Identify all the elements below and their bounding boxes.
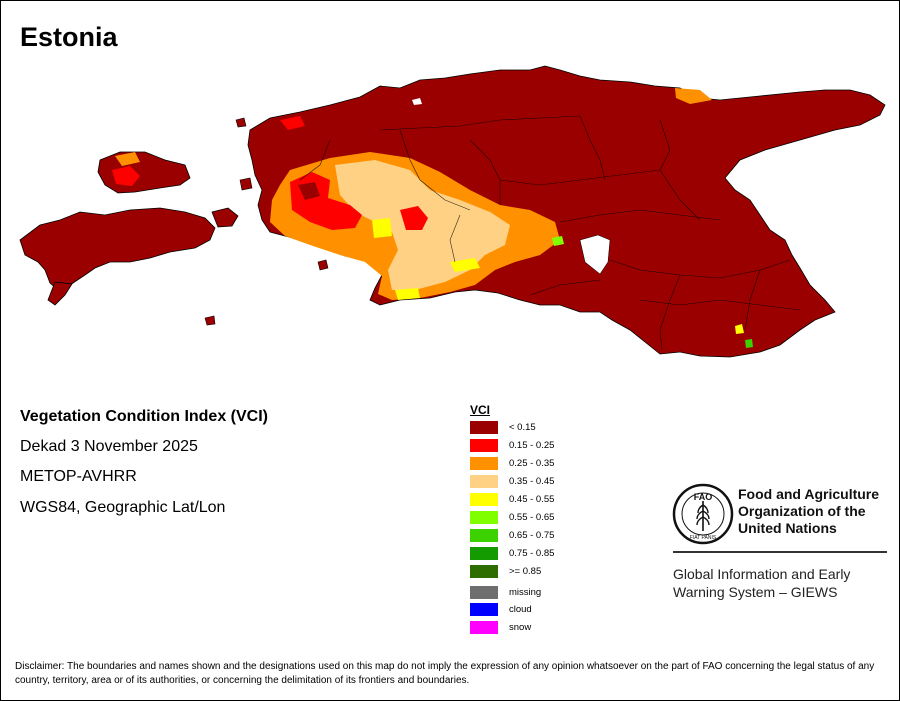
- county-boundaries: [299, 115, 801, 351]
- vci-zone-orange: [510, 236, 548, 258]
- period-label: Dekad 3 November 2025: [20, 438, 198, 455]
- legend-swatch: [470, 457, 498, 470]
- vci-zone-red: [280, 116, 305, 130]
- legend-title: VCI: [470, 403, 491, 417]
- legend-label: snow: [509, 622, 532, 633]
- giews-line: Warning System – GIEWS: [673, 584, 838, 600]
- legend-swatch: [470, 511, 498, 524]
- projection-label: WGS84, Geographic Lat/Lon: [20, 499, 226, 516]
- vci-zone-orange: [115, 152, 140, 166]
- legend-swatch: [470, 439, 498, 452]
- sorve-peninsula: [47, 281, 73, 306]
- legend-swatch: [470, 603, 498, 616]
- legend-label: 0.15 - 0.25: [509, 440, 555, 451]
- legend-label: missing: [509, 587, 542, 598]
- fao-name: Food and Agriculture Organization of the…: [738, 486, 879, 537]
- vci-zone-orange: [675, 88, 712, 104]
- logo-motto-text: FIAT PANIS: [690, 535, 717, 541]
- legend-label: >= 0.85: [509, 566, 542, 577]
- legend-label: 0.45 - 0.55: [509, 494, 555, 505]
- island-hiiumaa: [97, 151, 191, 194]
- legend-label: cloud: [509, 604, 532, 615]
- legend-label: 0.75 - 0.85: [509, 548, 555, 559]
- vci-zone-yellow: [735, 324, 744, 334]
- legend-swatch: [470, 621, 498, 634]
- sensor-label: METOP-AVHRR: [20, 468, 137, 485]
- island-muhu: [211, 207, 239, 228]
- vci-zone-dark: [298, 182, 320, 200]
- island-small: [204, 315, 216, 326]
- vci-zone-green: [552, 236, 564, 246]
- legend-label: 0.35 - 0.45: [509, 476, 555, 487]
- fao-logo-icon: FAO FIAT PANIS: [672, 483, 734, 545]
- vci-zone-red: [400, 206, 428, 230]
- fao-name-line: United Nations: [738, 520, 837, 536]
- island-kihnu: [317, 259, 329, 271]
- giews-line: Global Information and Early: [673, 566, 851, 582]
- legend-swatch: [470, 475, 498, 488]
- vci-zone-yellow: [395, 288, 420, 300]
- legend-label: 0.25 - 0.35: [509, 458, 555, 469]
- logo-fao-text: FAO: [694, 492, 713, 502]
- divider: [673, 551, 887, 553]
- island-small: [235, 117, 247, 128]
- white-patch: [412, 98, 422, 105]
- vci-zone-yellow: [372, 218, 392, 238]
- missing-data-area: [579, 234, 611, 275]
- island-small: [239, 177, 253, 191]
- vci-map: [19, 65, 886, 358]
- island-saaremaa: [19, 207, 216, 291]
- legend-swatch: [470, 529, 498, 542]
- vci-zone-yellow: [450, 258, 480, 272]
- legend-swatch: [470, 493, 498, 506]
- legend-swatch: [470, 565, 498, 578]
- fao-name-line: Organization of the: [738, 503, 866, 519]
- legend-swatch: [470, 547, 498, 560]
- fao-name-line: Food and Agriculture: [738, 486, 880, 502]
- legend-label: 0.55 - 0.65: [509, 512, 555, 523]
- legend-label: < 0.15: [509, 422, 536, 433]
- disclaimer: Disclaimer: The boundaries and names sho…: [15, 661, 875, 686]
- legend-swatch: [470, 586, 498, 599]
- map-title: Estonia: [20, 22, 118, 52]
- index-name: Vegetation Condition Index (VCI): [20, 408, 268, 425]
- giews-label: Global Information and Early Warning Sys…: [673, 565, 850, 601]
- vci-zone-green: [745, 339, 753, 348]
- legend-label: 0.65 - 0.75: [509, 530, 555, 541]
- legend-swatch: [470, 421, 498, 434]
- vci-zone-red: [112, 166, 140, 186]
